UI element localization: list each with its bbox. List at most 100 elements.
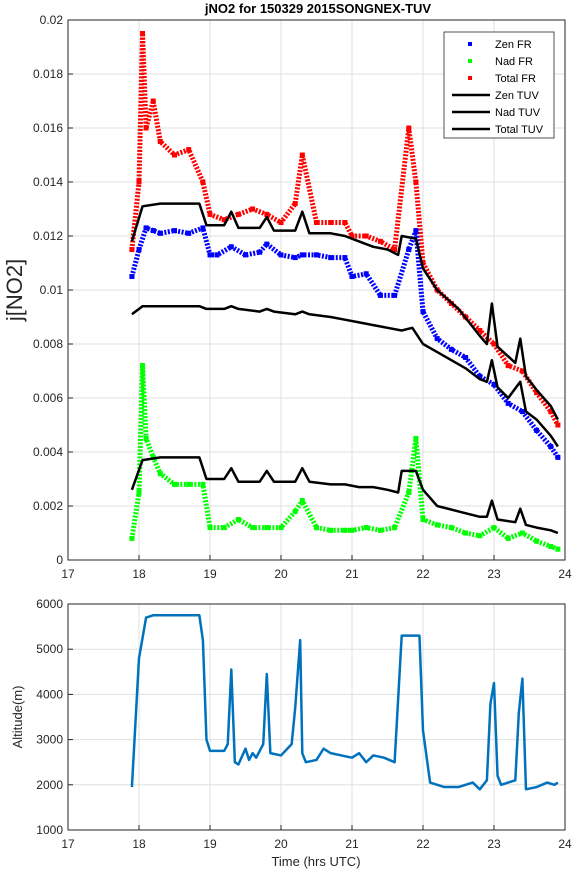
point-zen-fr bbox=[257, 249, 263, 255]
point-total-fr bbox=[150, 98, 156, 104]
point-total-fr bbox=[235, 211, 241, 217]
point-total-fr bbox=[314, 220, 319, 225]
legend-marker-nad-fr bbox=[468, 59, 472, 63]
altitude-line bbox=[130, 614, 559, 791]
point-total-fr bbox=[143, 125, 149, 131]
legend: Zen FR Nad FR Total FR Zen TUV Nad TUV Total … bbox=[443, 31, 555, 139]
legend-marker-total-fr bbox=[468, 76, 472, 80]
point-total-fr bbox=[140, 31, 146, 36]
point-zen-fr bbox=[548, 444, 554, 450]
line-total-tuv bbox=[130, 202, 560, 421]
bottom-ytick-label: 6000 bbox=[36, 597, 63, 611]
point-nad-fr bbox=[413, 436, 419, 441]
point-total-fr bbox=[420, 260, 426, 266]
top-xtick-label: 22 bbox=[416, 567, 430, 581]
top-xtick-label: 19 bbox=[203, 567, 217, 581]
point-total-fr bbox=[519, 368, 525, 374]
top-ytick-label: 0.016 bbox=[33, 121, 63, 135]
point-total-fr bbox=[342, 220, 348, 225]
top-xtick-label: 20 bbox=[274, 567, 288, 581]
top-xtick-label: 24 bbox=[558, 567, 572, 581]
trace-nad-fr bbox=[129, 363, 559, 552]
top-xtick-label: 18 bbox=[132, 567, 146, 581]
point-zen-fr bbox=[392, 292, 398, 298]
series-nad-tuv bbox=[130, 456, 559, 535]
bottom-xtick-label: 17 bbox=[61, 837, 75, 851]
point-total-fr bbox=[157, 139, 163, 144]
bottom-xtick-label: 20 bbox=[274, 837, 288, 851]
bottom-ytick-label: 3000 bbox=[36, 733, 63, 747]
point-nad-fr bbox=[221, 525, 227, 531]
bottom-xtick-label: 19 bbox=[203, 837, 217, 851]
top-xtick-label: 17 bbox=[61, 567, 75, 581]
bottom-xtick-label: 23 bbox=[487, 837, 501, 851]
point-total-fr bbox=[328, 220, 334, 225]
top-x-ticks: 17 18 19 20 21 22 23 24 bbox=[61, 555, 572, 581]
series-zen-fr bbox=[129, 225, 561, 460]
line-nad-tuv bbox=[130, 456, 559, 535]
legend-label-zen-fr: Zen FR bbox=[495, 39, 532, 51]
point-zen-fr bbox=[477, 373, 483, 379]
bottom-xtick-label: 18 bbox=[132, 837, 146, 851]
legend-marker-zen-fr bbox=[468, 42, 472, 46]
point-zen-fr bbox=[342, 255, 348, 261]
bottom-ytick-label: 5000 bbox=[36, 642, 63, 656]
top-ytick-label: 0.01 bbox=[40, 283, 64, 297]
legend-label-nad-tuv: Nad TUV bbox=[495, 107, 541, 119]
point-zen-fr bbox=[534, 427, 540, 433]
point-nad-fr bbox=[392, 525, 398, 531]
point-zen-fr bbox=[157, 230, 163, 236]
top-ytick-label: 0 bbox=[56, 553, 63, 567]
bottom-x-axis-label: Time (hrs UTC) bbox=[271, 854, 360, 869]
bottom-series bbox=[130, 614, 559, 791]
point-nad-fr bbox=[207, 525, 213, 531]
point-total-fr bbox=[200, 179, 206, 185]
line-zen-tuv bbox=[131, 304, 559, 448]
series-zen-tuv bbox=[131, 304, 559, 448]
bottom-ytick-label: 1000 bbox=[36, 823, 63, 837]
point-nad-fr bbox=[235, 517, 241, 522]
point-nad-fr bbox=[448, 525, 454, 531]
point-zen-fr bbox=[150, 228, 156, 234]
legend-label-total-tuv: Total TUV bbox=[495, 124, 544, 136]
bottom-y-axis-label: Altitude(m) bbox=[10, 686, 25, 749]
point-total-fr bbox=[413, 179, 419, 185]
point-zen-fr bbox=[406, 247, 412, 252]
point-total-fr bbox=[292, 201, 298, 207]
point-nad-fr bbox=[534, 538, 540, 544]
legend-label-zen-tuv: Zen TUV bbox=[495, 90, 539, 102]
bottom-chart: 17 18 19 20 21 22 23 24 1000 2000 3000 4000 5000 600… bbox=[10, 597, 572, 869]
point-zen-fr bbox=[172, 228, 177, 234]
point-nad-fr bbox=[292, 508, 298, 514]
top-y-axis-label: j[NO2] bbox=[2, 259, 27, 322]
legend-items: Zen FR Nad FR Total FR Zen TUV Nad TUV Total … bbox=[452, 39, 544, 136]
series-total-fr bbox=[129, 31, 561, 428]
top-ytick-label: 0.006 bbox=[33, 391, 63, 405]
top-ytick-label: 0.012 bbox=[33, 229, 63, 243]
top-chart-title: jNO2 for 150329 2015SONGNEX-TUV bbox=[204, 1, 431, 16]
top-ytick-label: 0.014 bbox=[33, 175, 63, 189]
top-y-ticks: 0 0.002 0.004 0.006 0.008 0.01 0.012 0.014 0.016… bbox=[33, 13, 73, 567]
bottom-plot-area bbox=[68, 604, 565, 830]
top-series bbox=[129, 31, 561, 552]
legend-box bbox=[443, 31, 555, 139]
point-zen-fr bbox=[377, 292, 383, 298]
point-zen-fr bbox=[555, 454, 561, 460]
bottom-ytick-label: 2000 bbox=[36, 778, 63, 792]
point-total-fr bbox=[548, 409, 554, 414]
bottom-xtick-label: 21 bbox=[345, 837, 359, 851]
bottom-xtick-label: 24 bbox=[558, 837, 572, 851]
top-ytick-label: 0.004 bbox=[33, 445, 63, 459]
top-ytick-label: 0.002 bbox=[33, 499, 63, 513]
point-zen-fr bbox=[136, 247, 142, 252]
trace-total-fr bbox=[129, 31, 561, 427]
point-zen-fr bbox=[264, 241, 270, 247]
bottom-x-ticks: 17 18 19 20 21 22 23 24 bbox=[61, 825, 572, 851]
legend-label-nad-fr: Nad FR bbox=[495, 56, 533, 68]
legend-label-total-fr: Total FR bbox=[495, 73, 536, 85]
series-total-tuv bbox=[130, 202, 560, 421]
top-xtick-label: 23 bbox=[487, 567, 501, 581]
top-ytick-label: 0.02 bbox=[40, 13, 64, 27]
point-zen-fr bbox=[243, 252, 248, 258]
